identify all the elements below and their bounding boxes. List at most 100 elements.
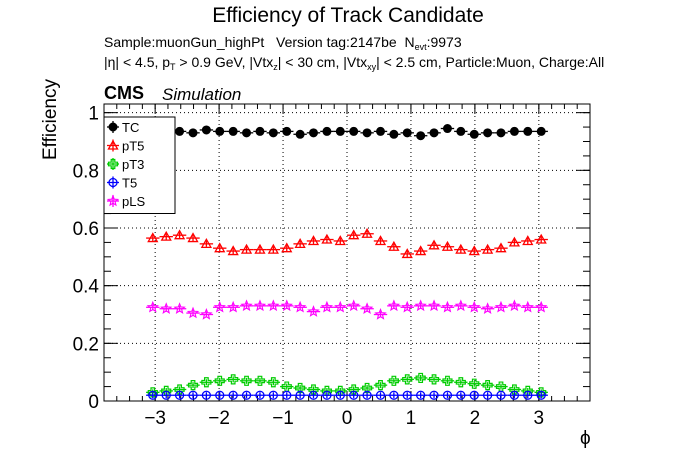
grid-lines (104, 104, 590, 402)
data-point (173, 229, 186, 240)
data-point (522, 235, 534, 246)
x-axis-label: ϕ (580, 428, 591, 449)
data-point (214, 242, 226, 253)
data-point (509, 384, 520, 395)
data-point (322, 390, 332, 400)
legend-marker (107, 158, 119, 170)
data-point (441, 240, 454, 251)
data-point (160, 230, 172, 241)
series-pt5 (146, 227, 548, 259)
data-point (186, 306, 200, 319)
data-point (268, 128, 278, 138)
cms-label: CMS (104, 83, 144, 103)
data-point (200, 238, 212, 248)
data-point (201, 390, 212, 400)
x-tick-label: 3 (534, 408, 545, 429)
data-point (469, 129, 479, 139)
nevt-subscript: evt (414, 42, 427, 52)
remaining-cuts: | < 2.5 cm, Particle:Muon, Charge:All (376, 54, 605, 70)
data-point (187, 232, 199, 243)
data-point (215, 126, 225, 136)
data-point (308, 128, 318, 138)
data-point (282, 126, 292, 136)
data-point (494, 300, 508, 313)
data-point (468, 300, 481, 313)
data-point (456, 126, 466, 136)
data-point (389, 390, 399, 400)
data-point (455, 377, 466, 388)
x-tick-label: 2 (470, 408, 481, 429)
data-point (482, 390, 493, 400)
data-point (320, 300, 334, 313)
data-point (442, 124, 452, 134)
data-point (401, 248, 413, 259)
legend-label: pLS (122, 194, 145, 209)
data-point (362, 390, 372, 400)
data-point (509, 390, 520, 400)
data-point (281, 242, 293, 253)
data-point (295, 129, 305, 139)
data-point (374, 235, 387, 246)
legend-label: T5 (122, 176, 137, 191)
sample-info-line: Sample:muonGun_highPt Version tag:2147be… (104, 34, 462, 52)
data-point (523, 390, 533, 400)
data-point (348, 384, 359, 395)
legend-marker (108, 177, 118, 188)
data-point (402, 128, 412, 138)
y-tick-label: 1 (88, 104, 99, 125)
vtxxy-subscript: xy (367, 62, 377, 72)
data-point (454, 299, 467, 312)
data-point (428, 374, 440, 385)
nevt-label: N (404, 34, 415, 50)
data-point (375, 380, 386, 391)
data-point (429, 128, 439, 138)
data-point (414, 299, 427, 312)
data-point (361, 227, 373, 238)
data-point (334, 300, 347, 313)
data-point (148, 390, 158, 400)
data-point (267, 299, 280, 312)
data-point (427, 299, 441, 312)
data-point (374, 308, 387, 320)
data-point (253, 299, 267, 312)
data-point (375, 390, 386, 400)
pt-subscript: T (170, 62, 176, 72)
data-point (308, 384, 319, 395)
simulation-label: Simulation (162, 85, 242, 104)
data-point (389, 129, 399, 139)
data-point (188, 128, 198, 138)
data-point (415, 245, 427, 256)
y-tick-label: 0.8 (73, 161, 99, 182)
y-tick-label: 0 (88, 392, 99, 413)
data-point (295, 382, 306, 394)
data-point (147, 232, 159, 243)
data-point (228, 126, 238, 136)
x-tick-label: 0 (342, 408, 353, 429)
sample-label: Sample:muonGun_highPt (104, 34, 265, 50)
data-point (456, 390, 466, 400)
data-point (388, 240, 400, 251)
x-tick-label: 1 (406, 408, 417, 429)
eta-cut: |η| < 4.5, p (104, 54, 171, 70)
data-point (174, 384, 185, 395)
data-point (201, 125, 211, 135)
data-point (214, 375, 225, 386)
data-point (175, 126, 185, 136)
vtxz-cut: | < 30 cm, |Vtx (277, 54, 368, 70)
data-point (268, 377, 279, 388)
data-point (508, 299, 521, 312)
data-point (335, 390, 345, 400)
data-point (428, 239, 440, 250)
data-point (401, 300, 414, 313)
data-point (200, 308, 213, 320)
legend-marker (106, 194, 120, 207)
pt-cut: > 0.9 GeV, |Vtx (175, 54, 274, 70)
data-point (294, 238, 306, 248)
data-point (267, 243, 279, 254)
data-point (495, 242, 507, 253)
data-point (483, 128, 493, 138)
version-label: Version tag:2147be (276, 34, 397, 50)
data-point (402, 390, 412, 400)
data-point (147, 387, 158, 398)
